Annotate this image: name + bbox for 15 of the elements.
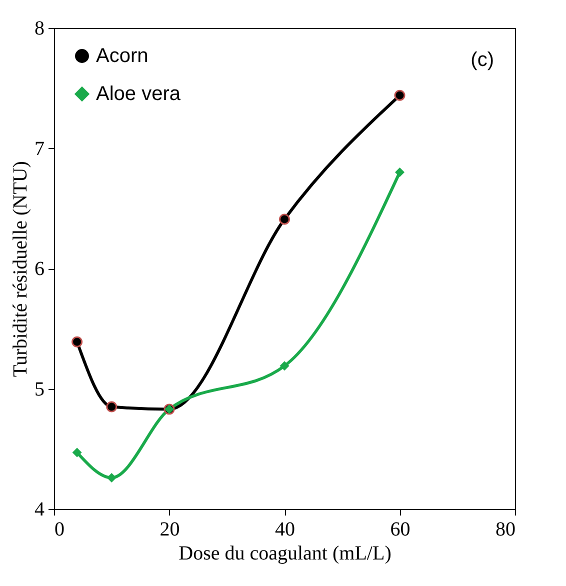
legend-label: Acorn [96,45,148,67]
x-tick-label: 60 [390,518,410,540]
y-tick-label: 4 [34,498,44,520]
y-tick-label: 8 [34,18,44,40]
x-tick-label: 40 [275,518,295,540]
annotation: (c) [470,49,494,71]
x-tick-label: 0 [54,518,64,540]
y-tick-label: 5 [34,378,44,400]
legend-label: Aloe vera [96,83,182,105]
x-tick-label: 80 [496,518,516,540]
y-tick-label: 6 [34,258,44,280]
x-tick-label: 20 [160,518,180,540]
y-tick-label: 7 [34,138,44,160]
y-axis-title: Turbidité résiduelle (NTU) [10,161,32,377]
x-axis-title: Dose du coagulant (mL/L) [178,542,392,564]
